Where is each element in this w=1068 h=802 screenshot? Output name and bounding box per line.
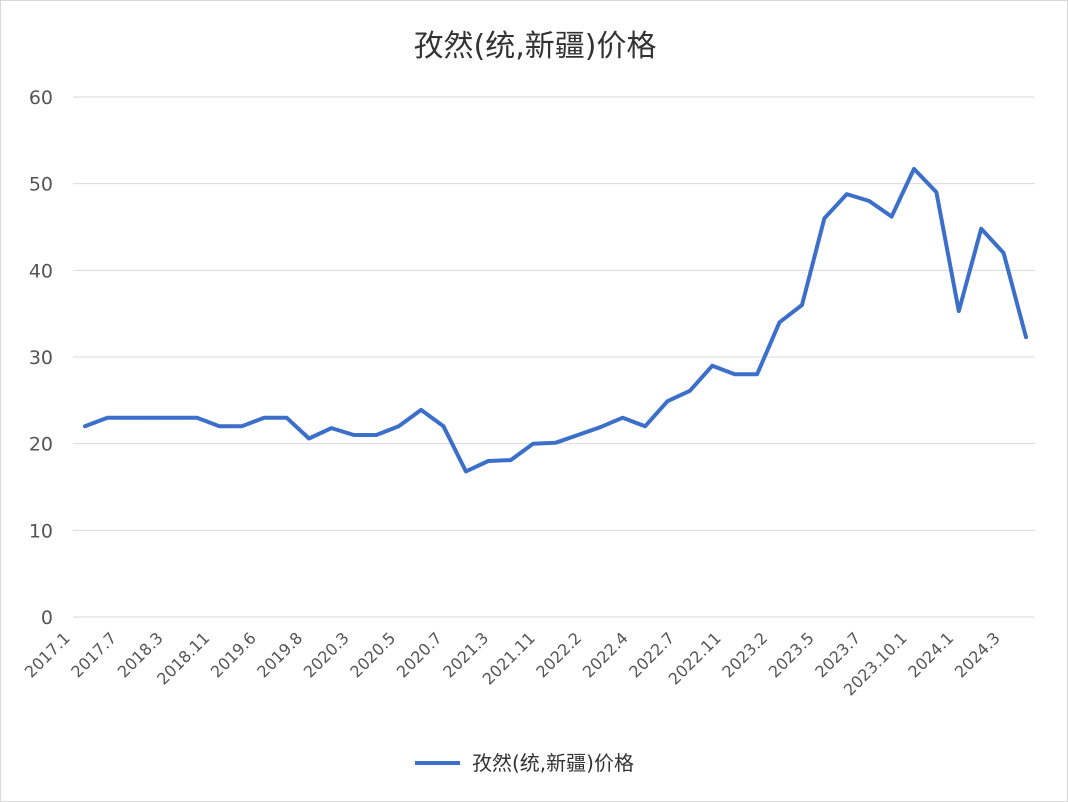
data-point: [979, 227, 983, 231]
gridlines: [73, 96, 1035, 618]
x-tick-label: 2024.1: [904, 628, 957, 681]
data-point: [554, 441, 557, 445]
data-point: [419, 408, 423, 412]
data-point: [733, 372, 737, 376]
series-line: [83, 166, 1028, 474]
data-point: [195, 416, 199, 420]
data-point: [464, 469, 468, 473]
data-point: [845, 192, 849, 196]
data-point: [957, 309, 961, 313]
data-point: [83, 424, 87, 428]
x-tick-label: 2020.3: [300, 628, 353, 681]
data-point: [509, 458, 513, 462]
data-point: [800, 303, 804, 307]
x-tick-label: 2019.8: [253, 628, 306, 681]
data-point: [150, 416, 154, 420]
data-point: [598, 425, 602, 429]
x-tick-label: 2020.7: [393, 628, 446, 681]
x-tick-label: 2022.4: [579, 628, 632, 681]
y-tick-label: 60: [29, 87, 53, 109]
legend-label: 孜然(统,新疆)价格: [472, 751, 634, 775]
data-point: [666, 399, 670, 403]
y-tick-label: 50: [29, 174, 53, 196]
data-point: [307, 436, 311, 440]
data-point: [688, 389, 692, 393]
x-tick-label: 2024.3: [951, 628, 1004, 681]
data-point: [105, 416, 109, 420]
data-point: [1002, 251, 1006, 255]
data-point: [1024, 335, 1028, 339]
x-tick-label: 2017.1: [21, 628, 74, 681]
data-point: [329, 426, 333, 430]
data-point: [240, 424, 244, 428]
data-point: [531, 442, 535, 446]
y-tick-label: 0: [41, 607, 53, 629]
x-axis-ticks: 2017.12017.72018.32018.112019.62019.8202…: [21, 628, 1004, 699]
data-point: [217, 424, 221, 428]
y-axis-ticks: 0 10 20 30 40 50 60: [29, 87, 53, 629]
data-point: [890, 215, 894, 219]
data-point: [486, 459, 490, 463]
data-point: [621, 416, 625, 420]
x-tick-label: 2017.7: [67, 628, 120, 681]
x-tick-label: 2023.2: [718, 628, 771, 681]
y-tick-label: 10: [29, 520, 53, 542]
data-point: [576, 433, 580, 437]
data-point: [374, 433, 378, 437]
data-point: [867, 199, 871, 203]
data-point: [285, 416, 289, 420]
y-tick-label: 40: [29, 260, 53, 282]
data-point: [173, 416, 177, 420]
series-layer: [83, 166, 1028, 474]
data-point: [643, 424, 647, 428]
data-point: [128, 416, 132, 420]
x-tick-label: 2023.5: [765, 628, 818, 681]
data-point: [912, 167, 916, 171]
x-tick-label: 2022.2: [532, 628, 585, 681]
y-tick-label: 30: [29, 347, 53, 369]
chart-title: 孜然(统,新疆)价格: [414, 29, 657, 64]
data-point: [822, 216, 826, 220]
data-point: [352, 433, 356, 437]
y-tick-label: 20: [29, 434, 53, 456]
legend: 孜然(统,新疆)价格: [415, 751, 634, 775]
data-point: [262, 416, 266, 420]
x-tick-label: 2020.5: [346, 628, 399, 681]
x-tick-label: 2019.6: [207, 628, 260, 681]
data-point: [710, 364, 714, 368]
data-point: [934, 190, 938, 194]
data-point: [755, 372, 759, 376]
data-point: [778, 320, 782, 324]
data-point: [441, 424, 445, 428]
data-point: [397, 424, 401, 428]
